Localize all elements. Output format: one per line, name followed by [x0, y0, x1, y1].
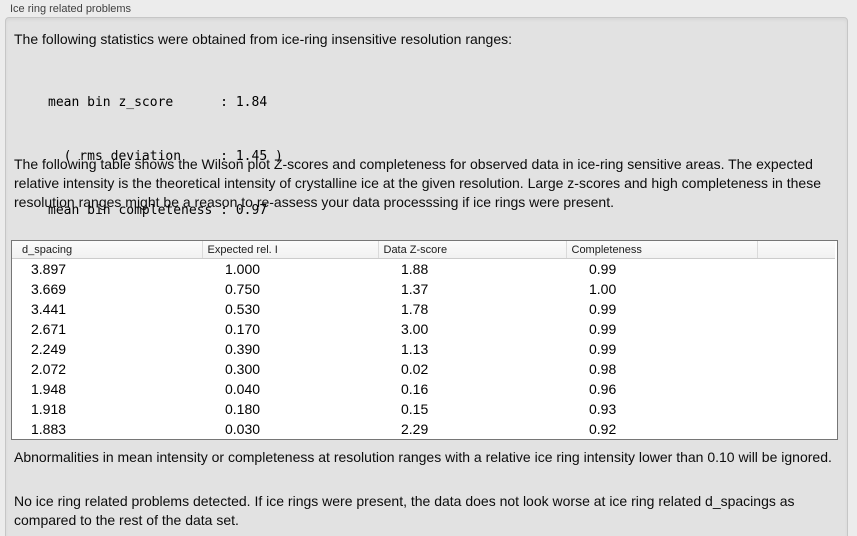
table-row[interactable]: 2.671 0.170 3.00 0.99 — [12, 319, 835, 339]
table-row[interactable]: 1.883 0.030 2.29 0.92 — [12, 419, 835, 439]
conclusion-text: No ice ring related problems detected. I… — [14, 493, 795, 528]
table-cell: 1.948 — [31, 381, 67, 397]
ice-ring-table[interactable]: d_spacing Expected rel. I Data Z-score C… — [11, 240, 838, 440]
table-cell: 1.000 — [225, 261, 261, 277]
column-header-completeness[interactable]: Completeness — [566, 241, 758, 259]
table-cell: 0.300 — [225, 361, 261, 377]
table-cell: 1.918 — [31, 401, 67, 417]
table-cell: 0.99 — [589, 301, 617, 317]
table-cell: 0.99 — [589, 321, 617, 337]
table-description-text: The following table shows the Wilson plo… — [14, 156, 821, 210]
table-cell: 2.072 — [31, 361, 67, 377]
table-cell-filler — [757, 379, 835, 399]
table-cell: 1.37 — [401, 281, 429, 297]
table-cell: 3.441 — [31, 301, 67, 317]
table-cell: 1.78 — [401, 301, 429, 317]
stats-line: mean bin completeness : 0.97 — [48, 203, 268, 218]
table-cell: 2.249 — [31, 341, 67, 357]
table-cell: 1.00 — [589, 281, 617, 297]
table-cell: 0.15 — [401, 401, 429, 417]
table-row[interactable]: 2.249 0.390 1.13 0.99 — [12, 339, 835, 359]
table-cell: 0.93 — [589, 401, 617, 417]
table-cell: 0.750 — [225, 281, 261, 297]
table-cell: 0.02 — [401, 361, 429, 377]
table-cell: 0.92 — [589, 421, 617, 437]
table-cell-filler — [757, 359, 835, 379]
stats-line: mean bin z_score : 1.84 — [48, 95, 268, 110]
table-cell: 0.98 — [589, 361, 617, 377]
group-box-title: Ice ring related problems — [10, 3, 132, 15]
stats-line: ( rms deviation : 1.45 ) — [48, 149, 283, 164]
table-cell: 0.180 — [225, 401, 261, 417]
column-header-expected-i[interactable]: Expected rel. I — [202, 241, 379, 259]
table-cell: 0.170 — [225, 321, 261, 337]
table-row[interactable]: 3.441 0.530 1.78 0.99 — [12, 299, 835, 319]
table-cell: 0.040 — [225, 381, 261, 397]
table-cell: 0.390 — [225, 341, 261, 357]
table-row[interactable]: 3.897 1.000 1.88 0.99 — [12, 259, 835, 280]
table-cell-filler — [757, 339, 835, 359]
table-cell: 2.671 — [31, 321, 67, 337]
table-cell: 1.13 — [401, 341, 429, 357]
table-row[interactable]: 2.072 0.300 0.02 0.98 — [12, 359, 835, 379]
table-cell-filler — [757, 279, 835, 299]
table-row[interactable]: 1.948 0.040 0.16 0.96 — [12, 379, 835, 399]
table-cell-filler — [757, 259, 835, 280]
table-cell: 0.030 — [225, 421, 261, 437]
table-row[interactable]: 3.669 0.750 1.37 1.00 — [12, 279, 835, 299]
table-cell-filler — [757, 399, 835, 419]
table-header-row: d_spacing Expected rel. I Data Z-score C… — [12, 241, 835, 259]
table-cell: 3.897 — [31, 261, 67, 277]
table-row[interactable]: 1.918 0.180 0.15 0.93 — [12, 399, 835, 419]
table-cell: 0.530 — [225, 301, 261, 317]
table-cell: 3.00 — [401, 321, 429, 337]
table-cell-filler — [757, 419, 835, 439]
table-cell: 1.88 — [401, 261, 429, 277]
table-cell: 1.883 — [31, 421, 67, 437]
table-cell: 0.16 — [401, 381, 429, 397]
table-cell: 0.99 — [589, 261, 617, 277]
table-body: 3.897 1.000 1.88 0.99 3.669 0.750 1.37 1.00 3.44… — [12, 259, 835, 440]
column-header-filler — [757, 241, 835, 259]
column-header-d-spacing[interactable]: d_spacing — [12, 241, 203, 259]
table-cell: 2.29 — [401, 421, 429, 437]
table-cell: 0.96 — [589, 381, 617, 397]
table-cell-filler — [757, 319, 835, 339]
column-header-z-score[interactable]: Data Z-score — [378, 241, 567, 259]
ignore-note-text: Abnormalities in mean intensity or compl… — [14, 449, 832, 465]
table-cell-filler — [757, 299, 835, 319]
intro-text: The following statistics were obtained f… — [14, 31, 513, 47]
table-cell: 0.99 — [589, 341, 617, 357]
table-cell: 3.669 — [31, 281, 67, 297]
